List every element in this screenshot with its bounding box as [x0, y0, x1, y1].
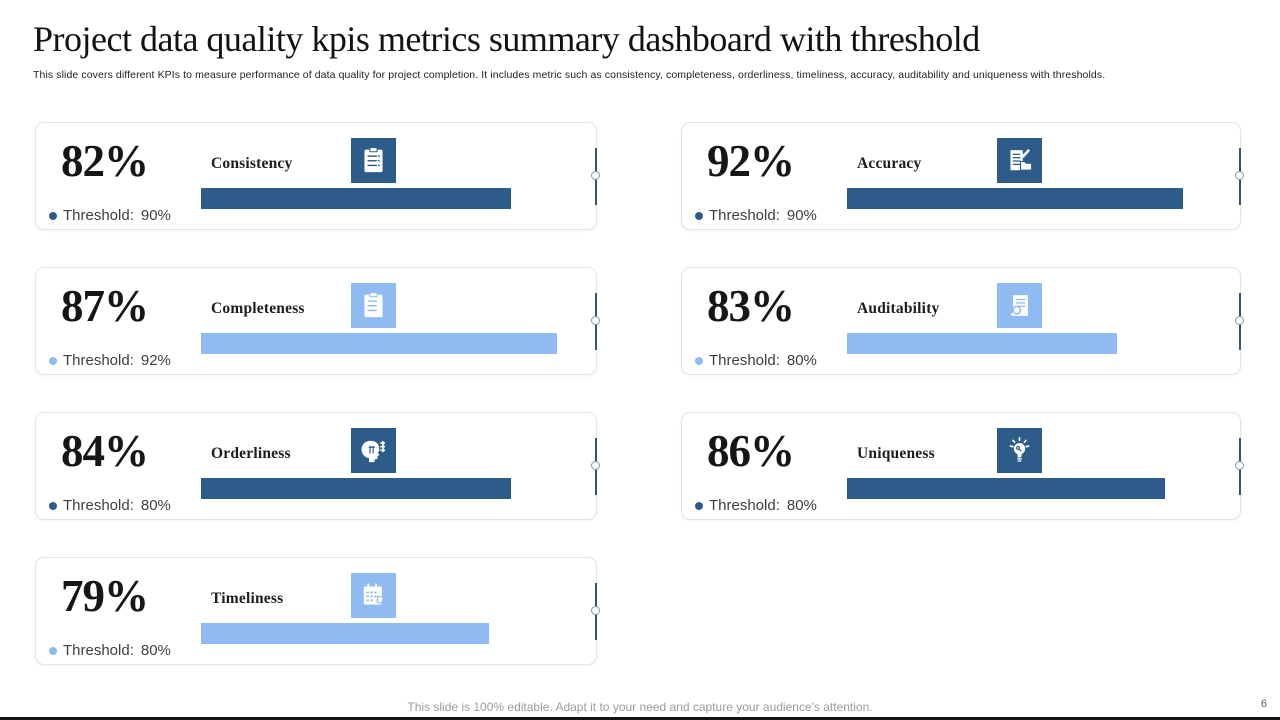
threshold-bullet	[695, 211, 703, 220]
threshold-label: Threshold:	[63, 642, 134, 659]
page-number: 6	[1260, 698, 1267, 710]
threshold-row: Threshold: 92%	[49, 352, 171, 369]
kpi-label: Consistency	[211, 155, 293, 172]
kpi-label: Auditability	[857, 300, 940, 317]
slide-footer-note: This slide is 100% editable. Adapt it to…	[407, 700, 873, 714]
kpi-bar	[201, 333, 557, 354]
kpi-value: 87%	[61, 281, 149, 331]
document-magnifier-icon	[997, 283, 1042, 328]
card-edge-line	[591, 148, 600, 205]
threshold-label: Threshold:	[63, 352, 134, 369]
slider-knob[interactable]	[591, 316, 600, 325]
threshold-bullet	[49, 356, 57, 365]
clipboard-icon	[351, 283, 396, 328]
slider-knob[interactable]	[1235, 316, 1244, 325]
page-title: Project data quality kpis metrics summar…	[33, 19, 980, 59]
slider-knob[interactable]	[591, 171, 600, 180]
threshold-row: Threshold: 80%	[695, 497, 817, 514]
threshold-bullet	[695, 356, 703, 365]
threshold-value: 80%	[786, 352, 817, 369]
threshold-row: Threshold: 80%	[49, 497, 171, 514]
clipboard-checklist-icon	[351, 138, 396, 183]
kpi-value: 86%	[707, 426, 795, 476]
threshold-bullet	[695, 501, 703, 510]
card-edge-line	[1235, 148, 1244, 205]
threshold-value: 80%	[786, 497, 817, 514]
slide-subtitle: This slide covers different KPIs to meas…	[33, 69, 1106, 81]
kpi-card-orderliness: 84% Orderliness Threshold: 80%	[35, 412, 600, 520]
kpi-bar	[847, 188, 1183, 209]
card-edge-line	[1235, 293, 1244, 350]
card-edge-line	[591, 293, 600, 350]
kpi-label: Timeliness	[211, 590, 284, 607]
kpi-value: 83%	[707, 281, 795, 331]
kpi-bar	[847, 478, 1165, 499]
kpi-value: 82%	[61, 136, 149, 186]
kpi-label: Completeness	[211, 300, 305, 317]
kpi-bar	[201, 478, 511, 499]
threshold-row: Threshold: 80%	[49, 642, 171, 659]
threshold-bullet	[49, 211, 57, 220]
kpi-card-accuracy: 92% Accuracy Threshold: 90%	[681, 122, 1244, 230]
kpi-bar	[847, 333, 1117, 354]
head-lightbulb-icon	[351, 428, 396, 473]
slider-knob[interactable]	[1235, 461, 1244, 470]
kpi-card-consistency: 82% Consistency Threshold: 90%	[35, 122, 600, 230]
calendar-icon	[351, 573, 396, 618]
card-edge-line	[1235, 438, 1244, 495]
threshold-row: Threshold: 90%	[49, 207, 171, 224]
lightbulb-key-icon	[997, 428, 1042, 473]
bottom-edge-strip	[0, 717, 1280, 720]
threshold-value: 92%	[140, 352, 171, 369]
threshold-row: Threshold: 90%	[695, 207, 817, 224]
kpi-value: 84%	[61, 426, 149, 476]
document-check-folder-icon	[997, 138, 1042, 183]
kpi-bar	[201, 188, 511, 209]
kpi-card-completeness: 87% Completeness Threshold: 92%	[35, 267, 600, 375]
threshold-row: Threshold: 80%	[695, 352, 817, 369]
threshold-bullet	[49, 646, 57, 655]
threshold-label: Threshold:	[63, 497, 134, 514]
slider-knob[interactable]	[1235, 171, 1244, 180]
kpi-value: 92%	[707, 136, 795, 186]
threshold-label: Threshold:	[709, 352, 780, 369]
kpi-label: Accuracy	[857, 155, 922, 172]
kpi-card-auditability: 83% Auditability Threshold: 80%	[681, 267, 1244, 375]
card-edge-line	[591, 438, 600, 495]
threshold-label: Threshold:	[63, 207, 134, 224]
threshold-value: 80%	[140, 497, 171, 514]
kpi-card-timeliness: 79% Timeliness Threshold: 80%	[35, 557, 600, 665]
kpi-column-left: 82% Consistency Threshold: 90% 87% Compl…	[35, 122, 600, 665]
slider-knob[interactable]	[591, 606, 600, 615]
threshold-value: 80%	[140, 642, 171, 659]
threshold-label: Threshold:	[709, 207, 780, 224]
threshold-value: 90%	[786, 207, 817, 224]
kpi-value: 79%	[61, 571, 149, 621]
threshold-value: 90%	[140, 207, 171, 224]
threshold-label: Threshold:	[709, 497, 780, 514]
kpi-label: Uniqueness	[857, 445, 935, 462]
kpi-column-right: 92% Accuracy Threshold: 90% 83% Auditabi…	[681, 122, 1244, 520]
kpi-card-uniqueness: 86% Uniqueness Threshold: 80%	[681, 412, 1244, 520]
kpi-label: Orderliness	[211, 445, 291, 462]
card-edge-line	[591, 583, 600, 640]
kpi-bar	[201, 623, 489, 644]
threshold-bullet	[49, 501, 57, 510]
slider-knob[interactable]	[591, 461, 600, 470]
